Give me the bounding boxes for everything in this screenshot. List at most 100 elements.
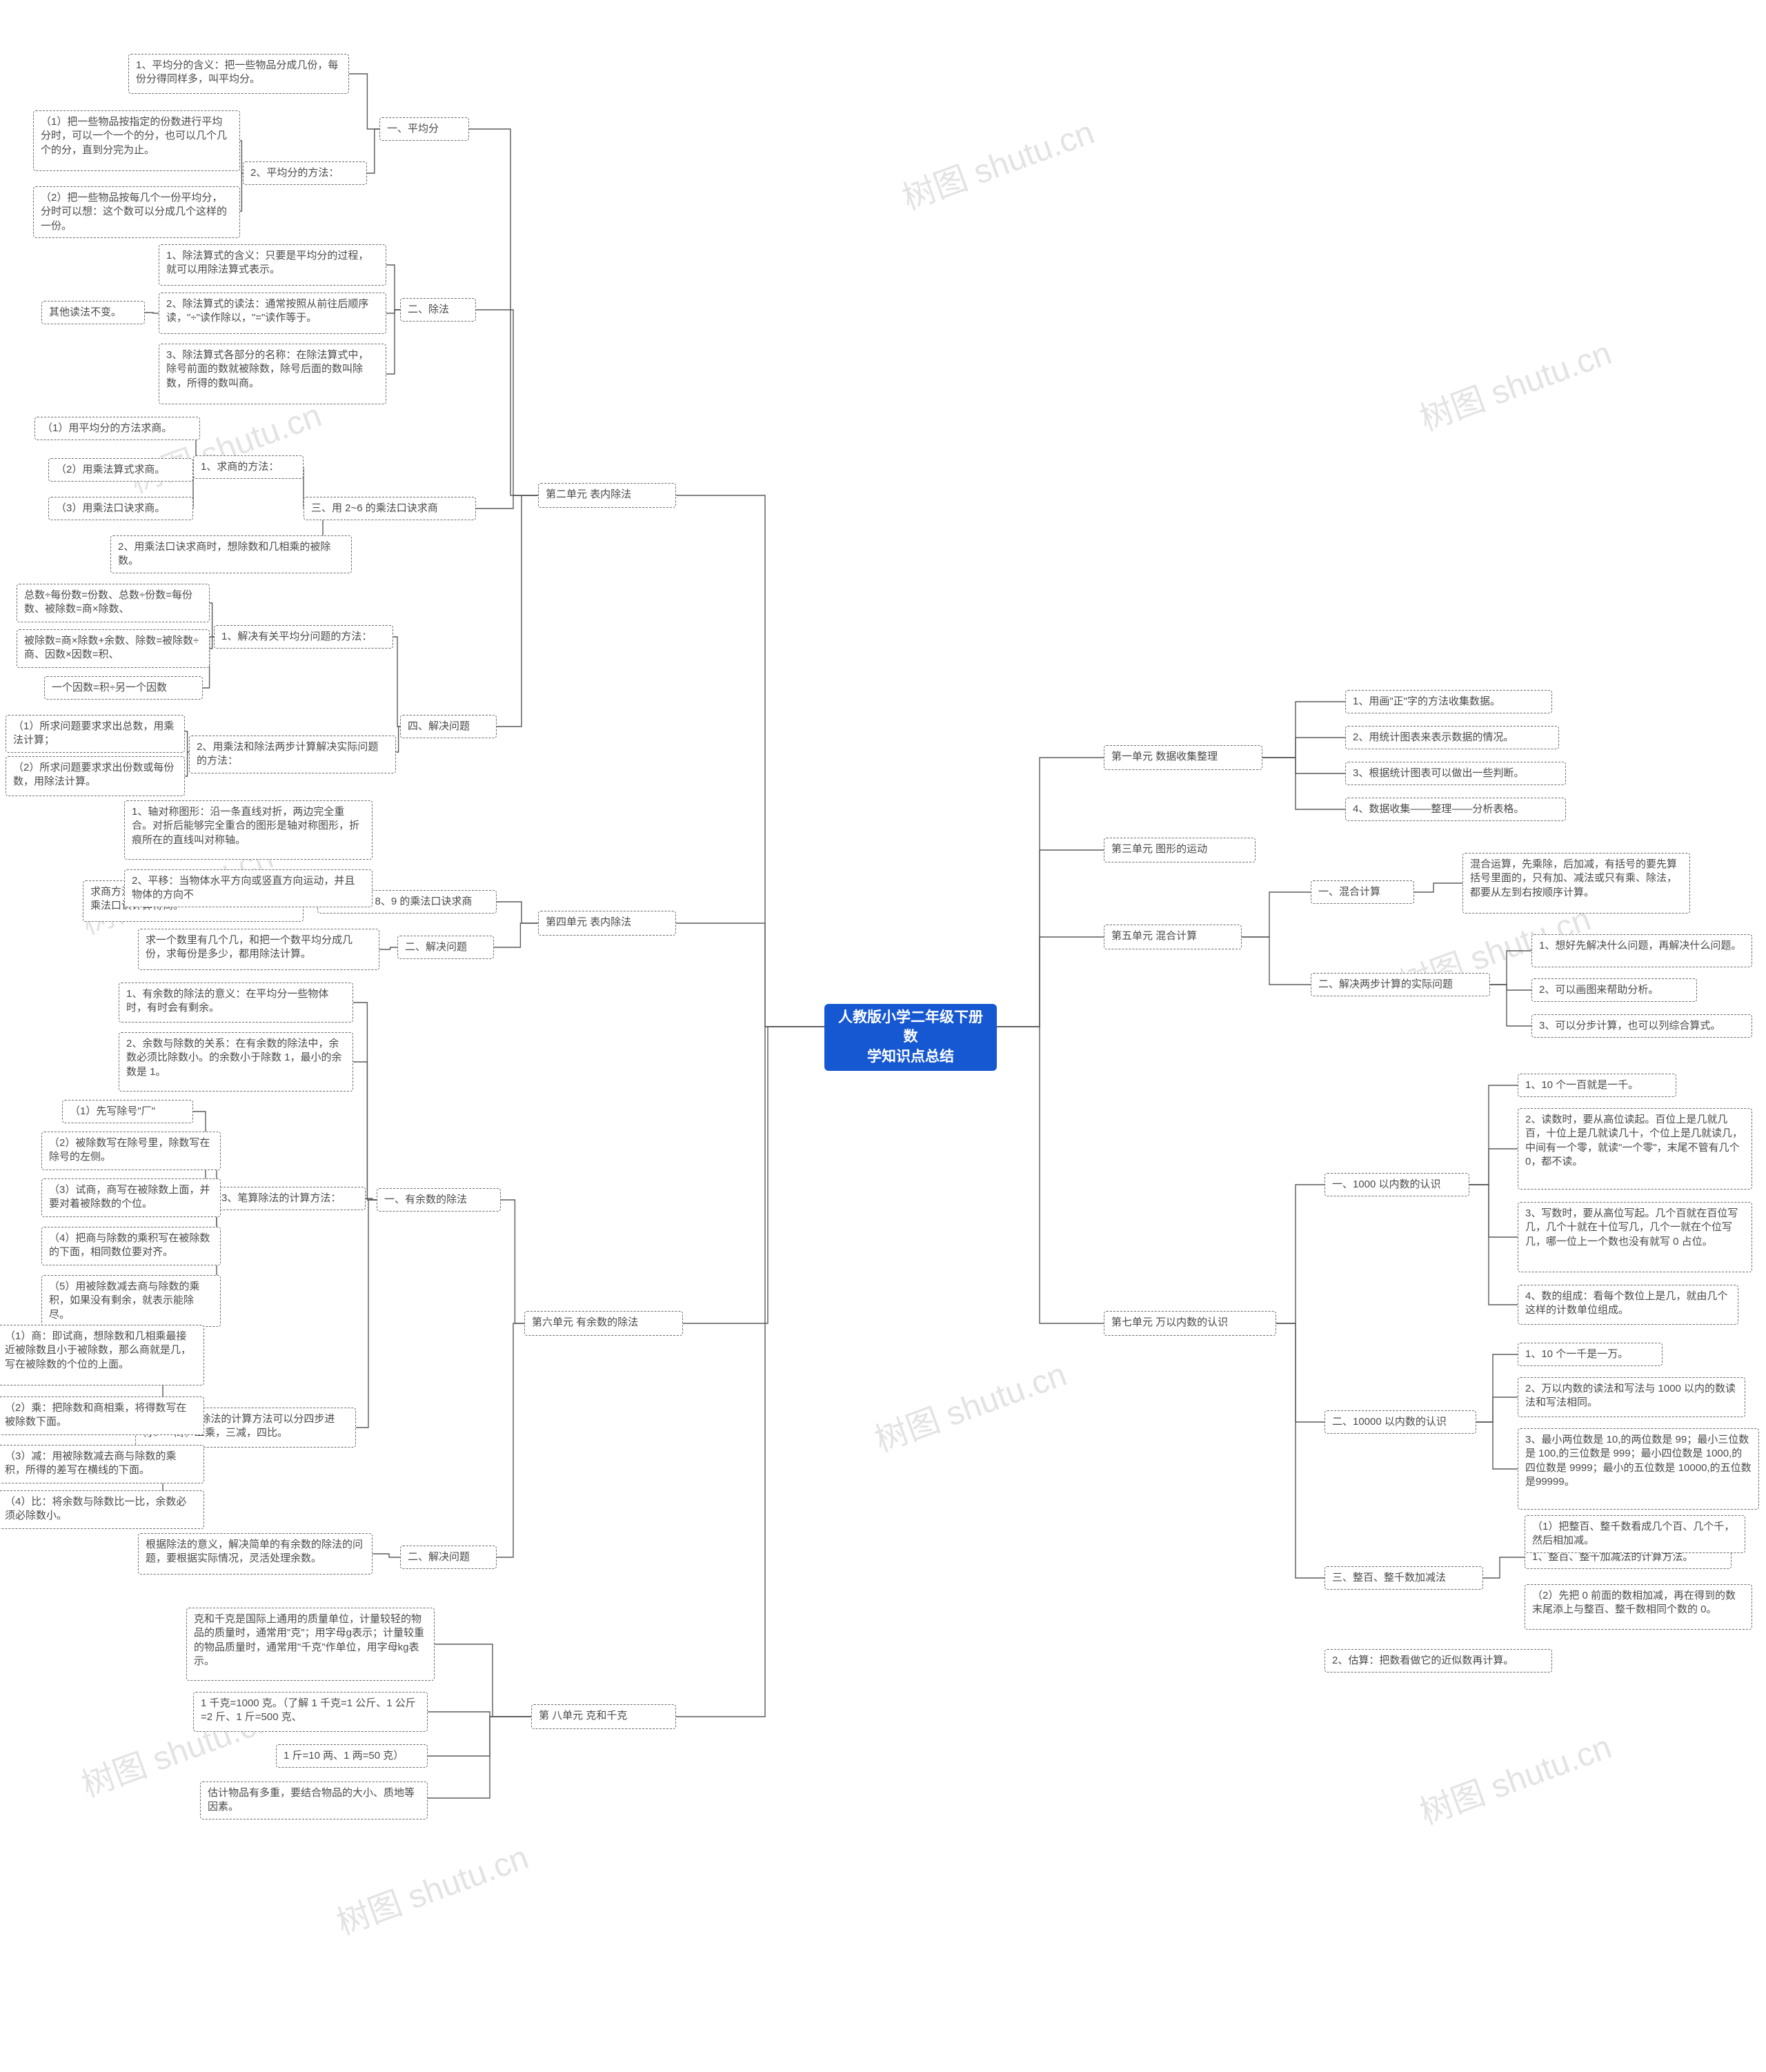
mindmap-node: 1、10 个一百就是一千。 bbox=[1518, 1074, 1676, 1097]
mindmap-node: 总数÷每份数=份数、总数÷份数=每份数、被除数=商×除数、 bbox=[17, 584, 210, 622]
node-label: 二、除法 bbox=[408, 304, 449, 315]
mindmap-node: 3、根据统计图表可以做出一些判断。 bbox=[1345, 762, 1566, 785]
node-label: 1 斤=10 两、1 两=50 克） bbox=[284, 1750, 404, 1762]
node-label: 2、可以画图来帮助分析。 bbox=[1539, 984, 1658, 996]
mindmap-node: 1 斤=10 两、1 两=50 克） bbox=[276, 1744, 428, 1768]
node-label: 1、除法算式的含义：只要是平均分的过程，就可以用除法算式表示。 bbox=[166, 250, 368, 275]
mindmap-node: 1 千克=1000 克。（了解 1 千克=1 公斤、1 公斤=2 斤、1 斤=5… bbox=[193, 1692, 428, 1732]
node-label: 1、想好先解决什么问题，再解决什么问题。 bbox=[1539, 940, 1741, 951]
mindmap-node: （1）把一些物品按指定的份数进行平均分时，可以一个一个的分，也可以几个几个的分，… bbox=[33, 110, 240, 171]
node-label: 2、万以内数的读法和写法与 1000 以内的数读法和写法相同。 bbox=[1525, 1383, 1736, 1408]
node-label: 第五单元 混合计算 bbox=[1111, 930, 1197, 942]
node-label: （4）比：将余数与除数比一比，余数必须必除数小。 bbox=[5, 1496, 186, 1521]
mindmap-node: 第二单元 表内除法 bbox=[538, 483, 676, 508]
node-label: 2、估算：把数看做它的近似数再计算。 bbox=[1332, 1655, 1514, 1666]
node-label: 根据除法的意义，解决简单的有余数的除法的问题，要根据实际情况，灵活处理余数。 bbox=[146, 1539, 363, 1564]
node-label: 第三单元 图形的运动 bbox=[1111, 843, 1207, 855]
mindmap-node: 克和千克是国际上通用的质量单位，计量较轻的物品的质量时，通常用"克"；用字母g表… bbox=[186, 1608, 435, 1681]
mindmap-node: 4、数的组成：看每个数位上是几，就由几个这样的计数单位组成。 bbox=[1518, 1285, 1738, 1325]
node-label: 二、解决问题 bbox=[408, 1551, 470, 1563]
node-label: （2）把一些物品按每几个一份平均分，分时可以想：这个数可以分成几个这样的一份。 bbox=[41, 192, 227, 232]
node-label: 1、有余数的除法的意义：在平均分一些物体时，有时会有剩余。 bbox=[126, 988, 328, 1014]
mindmap-node: 3、可以分步计算，也可以列综合算式。 bbox=[1531, 1014, 1752, 1038]
watermark: 树图 shutu.cn bbox=[867, 1347, 1072, 1461]
mindmap-node: 第六单元 有余数的除法 bbox=[524, 1311, 683, 1336]
mindmap-node: （1）所求问题要求求出总数，用乘法计算； bbox=[6, 715, 185, 753]
mindmap-node: 根据除法的意义，解决简单的有余数的除法的问题，要根据实际情况，灵活处理余数。 bbox=[138, 1533, 373, 1575]
mindmap-node: 混合运算，先乘除，后加减，有括号的要先算括号里面的，只有加、减法或只有乘、除法，… bbox=[1462, 853, 1690, 914]
node-label: 二、解决问题 bbox=[405, 941, 467, 953]
mindmap-node: 三、用 2~6 的乘法口诀求商 bbox=[304, 497, 476, 520]
mindmap-node: 3、最小两位数是 10,的两位数是 99；最小三位数是 100,的三位数是 99… bbox=[1518, 1428, 1759, 1510]
node-label: （3）减：用被除数减去商与除数的乘积，所得的差写在横线的下面。 bbox=[5, 1450, 176, 1476]
mindmap-node: 1、10 个一千是一万。 bbox=[1518, 1343, 1663, 1366]
node-label: 1、平均分的含义：把一些物品分成几份，每份分得同样多，叫平均分。 bbox=[136, 59, 338, 85]
mindmap-node: 2、估算：把数看做它的近似数再计算。 bbox=[1324, 1649, 1552, 1673]
mindmap-node: 1、轴对称图形：沿一条直线对折，两边完全重合。对折后能够完全重合的图形是轴对称图… bbox=[124, 800, 373, 860]
node-label: 三、整百、整千数加减法 bbox=[1332, 1572, 1446, 1583]
node-label: 2、余数与除数的关系：在有余数的除法中，余数必须比除数小。的余数小于除数 1，最… bbox=[126, 1038, 342, 1078]
node-label: 1、10 个一百就是一千。 bbox=[1525, 1079, 1638, 1091]
watermark: 树图 shutu.cn bbox=[895, 105, 1100, 219]
node-label: 2、读数时，要从高位读起。百位上是几就几百，十位上是几就读几十，个位上是几就读几… bbox=[1525, 1114, 1743, 1167]
mindmap-node: （1）把整百、整千数看成几个百、几个千，然后相加减。 bbox=[1525, 1515, 1745, 1553]
mindmap-node: （3）试商，商写在被除数上面，并要对着被除数的个位。 bbox=[41, 1178, 221, 1217]
mindmap-node: 一、有余数的除法 bbox=[377, 1188, 501, 1212]
node-label: （1）先写除号"厂" bbox=[70, 1105, 155, 1117]
node-label: （2）被除数写在除号里，除数写在除号的左侧。 bbox=[49, 1137, 210, 1163]
mindmap-node: 一个因数=积÷另一个因数 bbox=[44, 676, 203, 700]
mindmap-node: （2）先把 0 前面的数相加减，再在得到的数末尾添上与整百、整千数相同个数的 0… bbox=[1525, 1584, 1752, 1630]
mindmap-node: 1、除法算式的含义：只要是平均分的过程，就可以用除法算式表示。 bbox=[159, 244, 386, 286]
watermark: 树图 shutu.cn bbox=[1412, 1719, 1617, 1833]
mindmap-node: 二、10000 以内数的认识 bbox=[1324, 1410, 1476, 1434]
node-label: 二、解决两步计算的实际问题 bbox=[1318, 978, 1453, 990]
node-label: 4、数的组成：看每个数位上是几，就由几个这样的计数单位组成。 bbox=[1525, 1290, 1727, 1316]
mindmap-node: 二、解决两步计算的实际问题 bbox=[1311, 973, 1490, 996]
node-label: 2、除法算式的读法：通常按照从前往后顺序读，"÷"读作除以，"="读作等于。 bbox=[166, 298, 368, 324]
node-label: 4、数据收集——整理——分析表格。 bbox=[1353, 803, 1524, 815]
mindmap-node: （3）用乘法口诀求商。 bbox=[48, 497, 193, 520]
node-label: 3、根据统计图表可以做出一些判断。 bbox=[1353, 767, 1524, 779]
mindmap-node: 三、整百、整千数加减法 bbox=[1324, 1566, 1483, 1590]
node-label: 第七单元 万以内数的认识 bbox=[1111, 1316, 1228, 1328]
mindmap-node: 3、笔算除法的计算方法： bbox=[214, 1187, 366, 1210]
node-label: 估计物品有多重，要结合物品的大小、质地等因素。 bbox=[208, 1787, 415, 1813]
node-label: 人教版小学二年级下册数 学知识点总结 bbox=[838, 1009, 983, 1065]
mindmap-node: （1）商：即试商，想除数和几相乘最接近被除数且小于被除数，那么商就是几，写在被除… bbox=[0, 1325, 204, 1385]
node-label: 四、解决问题 bbox=[408, 720, 470, 732]
node-label: （2）先把 0 前面的数相加减，再在得到的数末尾添上与整百、整千数相同个数的 0… bbox=[1532, 1590, 1736, 1615]
mindmap-node: （4）比：将余数与除数比一比，余数必须必除数小。 bbox=[0, 1490, 204, 1529]
mindmap-node: 二、除法 bbox=[400, 298, 476, 322]
mindmap-node: 第五单元 混合计算 bbox=[1104, 925, 1242, 949]
mindmap-node: 2、平均分的方法： bbox=[243, 161, 367, 185]
node-label: 一、1000 以内数的认识 bbox=[1332, 1178, 1441, 1190]
node-label: 其他读法不变。 bbox=[49, 306, 121, 318]
node-label: 第四单元 表内除法 bbox=[546, 916, 631, 928]
mindmap-node: 2、用乘法和除法两步计算解决实际问题的方法： bbox=[189, 736, 396, 773]
node-label: （5）用被除数减去商与除数的乘积，如果没有剩余，就表示能除尽。 bbox=[49, 1281, 199, 1321]
mindmap-node: 第 八单元 克和千克 bbox=[531, 1704, 676, 1729]
mindmap-node: 二、解决问题 bbox=[397, 936, 494, 959]
root-node: 人教版小学二年级下册数 学知识点总结 bbox=[824, 1004, 997, 1071]
node-label: 2、平移：当物体水平方向或竖直方向运动，并且物体的方向不 bbox=[132, 875, 355, 900]
node-label: （2）用乘法算式求商。 bbox=[56, 464, 165, 475]
mindmap-node: 1、平均分的含义：把一些物品分成几份，每份分得同样多，叫平均分。 bbox=[128, 54, 349, 94]
mindmap-node: （1）先写除号"厂" bbox=[62, 1100, 193, 1123]
node-label: 第一单元 数据收集整理 bbox=[1111, 751, 1218, 762]
mindmap-node: （2）乘：把除数和商相乘，将得数写在被除数下面。 bbox=[0, 1397, 204, 1435]
watermark: 树图 shutu.cn bbox=[122, 388, 327, 502]
node-label: 一、有余数的除法 bbox=[384, 1194, 467, 1205]
mindmap-node: 求一个数里有几个几，和把一个数平均分成几份，求每份是多少，都用除法计算。 bbox=[138, 929, 379, 970]
mindmap-node: 第七单元 万以内数的认识 bbox=[1104, 1311, 1276, 1336]
node-label: 3、笔算除法的计算方法： bbox=[221, 1192, 341, 1204]
mindmap-node: 估计物品有多重，要结合物品的大小、质地等因素。 bbox=[200, 1782, 428, 1819]
watermark: 树图 shutu.cn bbox=[329, 1830, 534, 1944]
node-label: 2、用乘法和除法两步计算解决实际问题的方法： bbox=[197, 741, 378, 767]
node-label: 一个因数=积÷另一个因数 bbox=[52, 682, 167, 693]
node-label: 第 八单元 克和千克 bbox=[539, 1710, 627, 1721]
node-label: 三、用 2~6 的乘法口诀求商 bbox=[311, 502, 438, 514]
node-label: 被除数=商×除数+余数、除数=被除数÷商、因数×因数=积、 bbox=[24, 635, 199, 660]
node-label: （1）把整百、整千数看成几个百、几个千，然后相加减。 bbox=[1532, 1521, 1734, 1546]
mindmap-node: 3、写数时，要从高位写起。几个百就在百位写几，几个十就在十位写几，几个一就在个位… bbox=[1518, 1202, 1752, 1272]
mindmap-node: （2）把一些物品按每几个一份平均分，分时可以想：这个数可以分成几个这样的一份。 bbox=[33, 186, 240, 238]
